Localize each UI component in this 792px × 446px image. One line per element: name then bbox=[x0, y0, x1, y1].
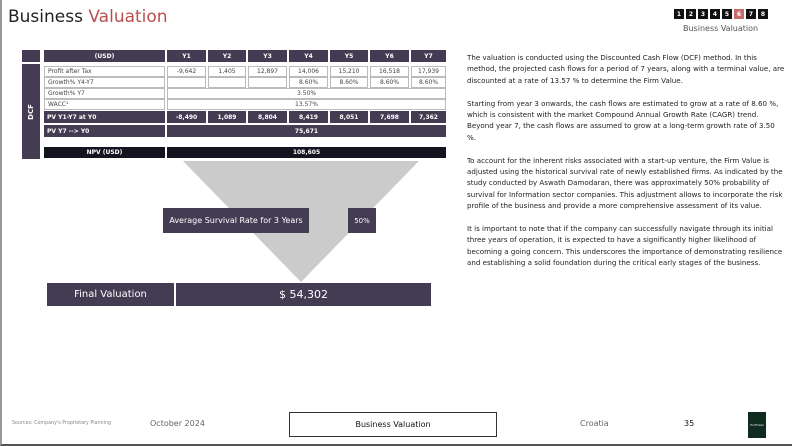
table-cell: 16,518 bbox=[370, 66, 409, 77]
footer-date: October 2024 bbox=[150, 419, 205, 428]
column-header: Y3 bbox=[248, 50, 287, 62]
table-cell: 7,362 bbox=[411, 111, 446, 123]
table-cell bbox=[248, 77, 287, 88]
table-cell: 13.57% bbox=[167, 99, 446, 110]
final-valuation-value: $ 54,302 bbox=[176, 283, 431, 306]
table-cell: 8.60% bbox=[370, 77, 409, 88]
column-header: Y7 bbox=[411, 50, 446, 62]
title-part2: Valuation bbox=[88, 7, 168, 27]
table-cell: 14,006 bbox=[289, 66, 328, 77]
dcf-label-text: DCF bbox=[26, 103, 35, 120]
table-cell bbox=[208, 77, 246, 88]
table-cell: 108,605 bbox=[167, 147, 446, 158]
table-cell: 8,051 bbox=[330, 111, 368, 123]
table-corner bbox=[22, 50, 40, 62]
survival-label: Average Survival Rate for 3 Years bbox=[163, 208, 309, 233]
column-header: Y1 bbox=[167, 50, 206, 62]
table-cell: 75,671 bbox=[167, 125, 446, 137]
title-part1: Business bbox=[8, 7, 89, 27]
nav-item-2[interactable]: 2 bbox=[686, 9, 696, 19]
dcf-side-label: DCF bbox=[22, 64, 40, 159]
footer-country: Croatia bbox=[580, 419, 609, 428]
table-cell: 17,939 bbox=[411, 66, 446, 77]
row-label: Growth% Y7 bbox=[44, 88, 165, 99]
table-cell: 8,804 bbox=[248, 111, 287, 123]
nav-item-6[interactable]: 6 bbox=[734, 9, 744, 19]
nav-item-7[interactable]: 7 bbox=[746, 9, 756, 19]
company-logo: EcoThread bbox=[748, 412, 766, 438]
column-header: Y4 bbox=[289, 50, 328, 62]
table-cell: -8,490 bbox=[167, 111, 206, 123]
page-title: Business Valuation bbox=[8, 7, 168, 27]
nav-item-4[interactable]: 4 bbox=[710, 9, 720, 19]
logo-text: EcoThread bbox=[750, 423, 764, 427]
table-cell: 8,419 bbox=[289, 111, 328, 123]
nav-item-3[interactable]: 3 bbox=[698, 9, 708, 19]
footer-section: Business Valuation bbox=[289, 412, 497, 437]
nav-label: Business Valuation bbox=[683, 24, 759, 33]
table-cell: 15,210 bbox=[330, 66, 368, 77]
nav-item-5[interactable]: 5 bbox=[722, 9, 732, 19]
final-valuation-label: Final Valuation bbox=[47, 283, 174, 306]
survival-value: 50% bbox=[348, 208, 376, 233]
nav-item-1[interactable]: 1 bbox=[674, 9, 684, 19]
row-label: PV Y7 --> Y0 bbox=[44, 125, 165, 137]
row-label: Profit after Tax bbox=[44, 66, 165, 77]
column-header: Y5 bbox=[330, 50, 368, 62]
paragraph: It is important to note that if the comp… bbox=[467, 224, 783, 268]
table-cell bbox=[167, 77, 206, 88]
row-label: WACC¹ bbox=[44, 99, 165, 110]
table-cell: 1,405 bbox=[208, 66, 246, 77]
paragraph: The valuation is conducted using the Dis… bbox=[467, 53, 785, 85]
column-header: Y2 bbox=[208, 50, 246, 62]
paragraph: To account for the inherent risks associ… bbox=[467, 155, 783, 211]
row-label: PV Y1-Y7 at Y0 bbox=[44, 111, 165, 123]
paragraph: Starting from year 3 onwards, the cash f… bbox=[467, 98, 779, 142]
table-cell: -9,642 bbox=[167, 66, 206, 77]
table-cell: 3.50% bbox=[167, 88, 446, 99]
footer-page-number: 35 bbox=[684, 419, 695, 428]
explanation-text: The valuation is conducted using the Dis… bbox=[467, 52, 785, 280]
table-cell: 8.60% bbox=[411, 77, 446, 88]
nav-item-8[interactable]: 8 bbox=[758, 9, 768, 19]
footer-source: Sources: Company's Proprietary Planning bbox=[12, 421, 112, 426]
row-label: Growth% Y4-Y7 bbox=[44, 77, 165, 88]
table-cell: 7,698 bbox=[370, 111, 409, 123]
table-cell: 1,089 bbox=[208, 111, 246, 123]
table-cell: 8.60% bbox=[330, 77, 368, 88]
table-cell: 8.60% bbox=[289, 77, 328, 88]
row-label: NPV (USD) bbox=[44, 147, 165, 158]
column-header: Y6 bbox=[370, 50, 409, 62]
column-header: (USD) bbox=[44, 50, 165, 62]
table-cell: 12,897 bbox=[248, 66, 287, 77]
